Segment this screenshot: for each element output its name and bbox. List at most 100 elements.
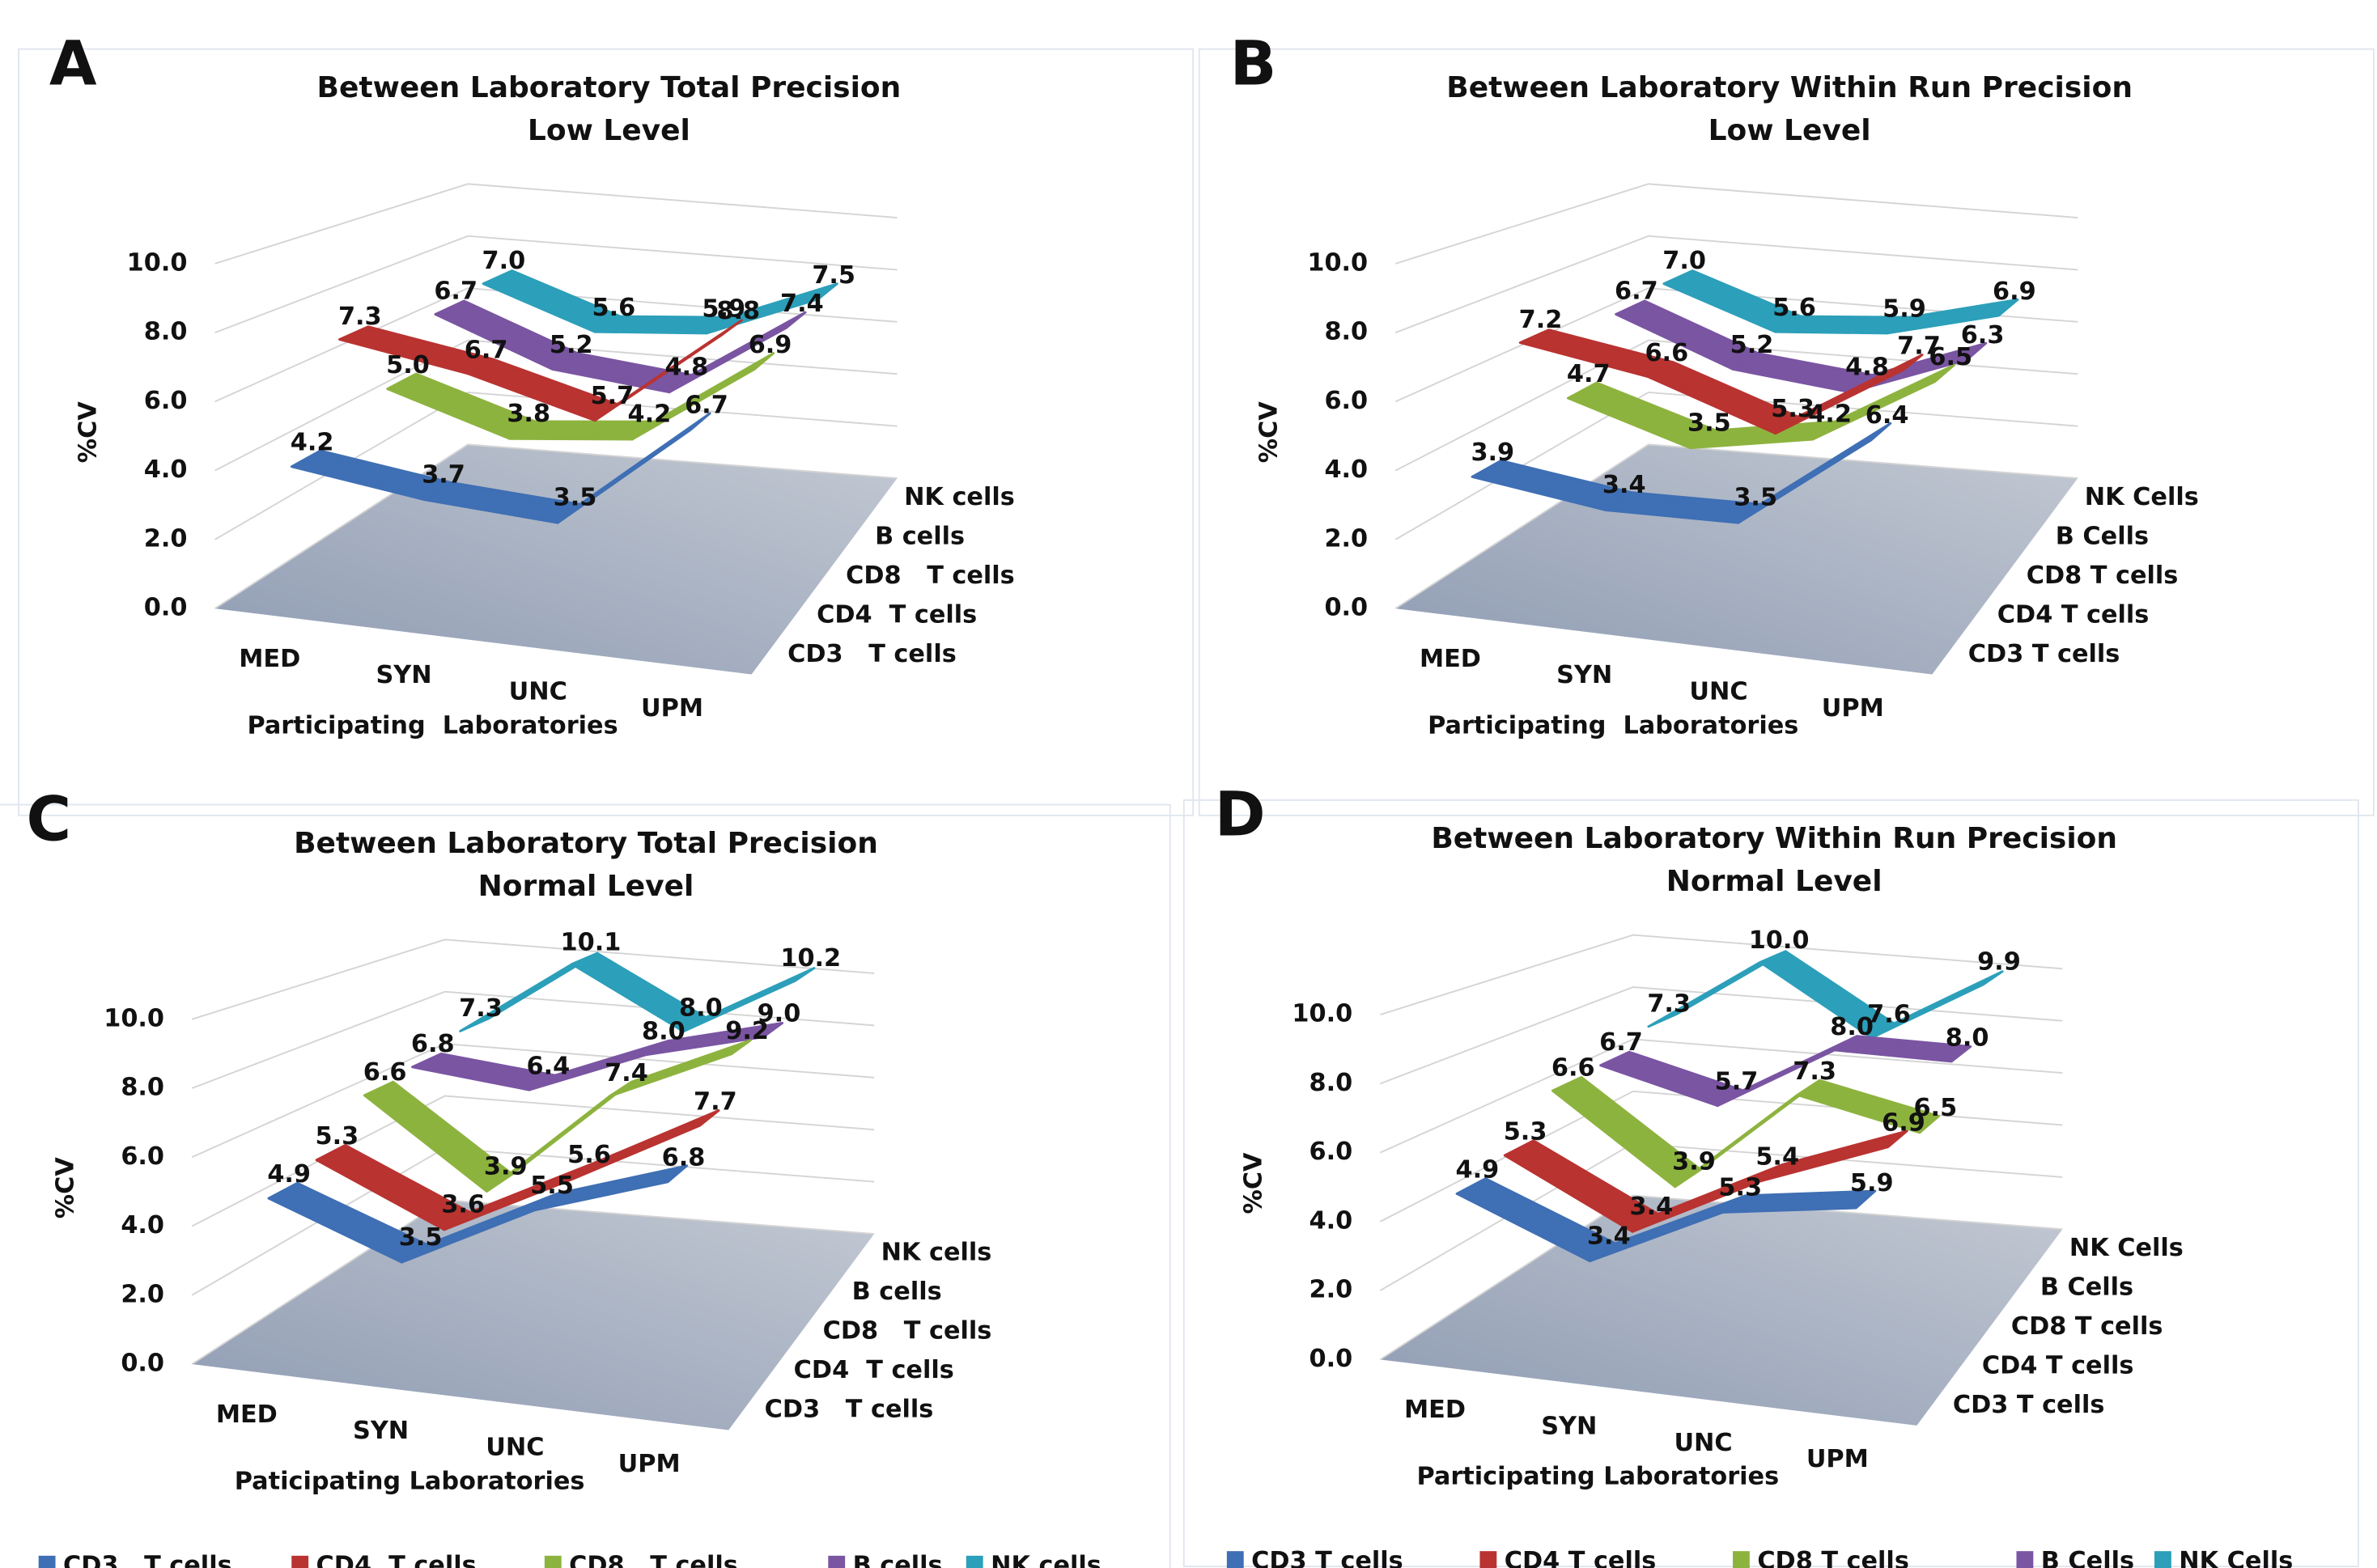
data-label: 3.9 (1471, 439, 1514, 467)
data-label: 3.5 (1687, 409, 1731, 437)
legend-label: CD8 T cells (1757, 1547, 1909, 1568)
data-label: 6.9 (749, 331, 792, 359)
ribbon-segment (1774, 354, 1924, 435)
data-label: 10.1 (561, 928, 622, 956)
y-tick-label: 2.0 (1324, 524, 1368, 553)
data-label: 5.3 (1504, 1117, 1547, 1146)
grid-line (1379, 986, 2063, 1085)
data-label: 5.2 (1730, 331, 1774, 359)
data-label: 4.9 (1456, 1156, 1500, 1184)
x-axis-label: Participating Laboratories (1428, 711, 1798, 740)
x-tick-label: MED (1420, 645, 1481, 673)
data-label: 5.6 (1772, 294, 1816, 322)
legend-label: CD8 T cells (569, 1552, 738, 1568)
ribbon-segment (1759, 1129, 1908, 1183)
floor (214, 444, 898, 675)
y-tick-label: 4.0 (1324, 456, 1368, 484)
grid-line (1379, 1038, 2063, 1154)
ribbon-segment (1737, 422, 1892, 524)
y-tick-label: 0.0 (1309, 1345, 1353, 1373)
ribbon-segment (668, 311, 807, 394)
floor (192, 1200, 875, 1430)
depth-label: CD8 T cells (2011, 1312, 2163, 1341)
data-label: 8.0 (1946, 1023, 1989, 1052)
grid-line (191, 939, 875, 1020)
data-label: 5.7 (591, 382, 635, 410)
data-label: 6.9 (1993, 278, 2036, 306)
data-label: 7.4 (780, 290, 824, 318)
data-label: 7.0 (1662, 247, 1706, 275)
data-label: 5.0 (386, 351, 430, 379)
data-label: 6.6 (1645, 339, 1688, 367)
data-label: 7.0 (482, 247, 526, 275)
data-label: 6.3 (1961, 321, 2005, 350)
grid-line (1394, 392, 2078, 540)
depth-label: CD3 T cells (765, 1396, 934, 1424)
grid-line (1379, 1194, 2063, 1361)
y-tick-label: 4.0 (121, 1211, 164, 1240)
ribbon-segment (1811, 363, 1955, 441)
panel-letter: C (27, 783, 72, 854)
ribbon-segment (1721, 1189, 1877, 1214)
data-label: 6.8 (662, 1143, 706, 1172)
data-label: 7.4 (605, 1059, 648, 1087)
legend-label: NK Cells (2179, 1547, 2293, 1568)
x-axis-label: Participating Laboratories (247, 711, 618, 740)
ribbon-segment (682, 967, 816, 1033)
legend-swatch (2016, 1551, 2034, 1568)
data-label: 6.7 (1599, 1028, 1643, 1057)
grid-line (214, 443, 898, 609)
panel-border (1198, 48, 2375, 816)
ribbon-segment (608, 1039, 752, 1098)
data-label: 4.8 (1845, 354, 1889, 382)
x-tick-label: SYN (376, 661, 431, 689)
panel: B Between Laboratory Within Run Precision… (1198, 28, 2375, 816)
grid-line (1380, 934, 2063, 1016)
data-label: 9.2 (725, 1017, 769, 1045)
data-label: 6.8 (411, 1030, 455, 1058)
x-axis-label: Paticipating Laboratories (235, 1467, 585, 1495)
data-label: 7.3 (1793, 1057, 1836, 1086)
y-axis-label: %CV (74, 401, 103, 464)
panel-border (18, 48, 1195, 816)
legend-swatch (38, 1555, 56, 1568)
y-tick-label: 6.0 (121, 1142, 164, 1171)
ribbon-segment (645, 1022, 784, 1057)
legend-swatch (828, 1555, 846, 1568)
y-tick-label: 10.0 (104, 1004, 164, 1032)
data-label: 6.4 (527, 1053, 571, 1081)
data-label: 5.5 (530, 1172, 574, 1200)
data-label: 5.3 (1771, 395, 1815, 423)
x-tick-label: UNC (1689, 678, 1747, 706)
ribbon-segment (1833, 1035, 1972, 1063)
depth-label: CD8 T cells (823, 1317, 992, 1346)
grid-line (214, 183, 898, 265)
x-tick-label: MED (239, 645, 300, 673)
grid-line (1394, 287, 2078, 403)
data-label: 4.7 (1567, 360, 1611, 388)
grid-line (191, 1043, 875, 1159)
legend-swatch (544, 1555, 562, 1568)
chart-subtitle: Low Level (528, 114, 690, 147)
data-label: 5.2 (550, 331, 593, 359)
legend-swatch (1479, 1551, 1497, 1568)
data-label: 6.7 (1615, 278, 1658, 306)
depth-label: NK cells (881, 1239, 992, 1267)
x-tick-label: UPM (618, 1450, 681, 1478)
grid-line (214, 339, 898, 472)
x-tick-label: UNC (1674, 1429, 1732, 1457)
data-label: 4.2 (628, 400, 672, 429)
panel: A Between Laboratory Total Precision Low L… (18, 28, 1195, 816)
data-label: 4.2 (1808, 400, 1852, 429)
y-tick-label: 10.0 (127, 248, 188, 277)
y-tick-label: 6.0 (1324, 387, 1368, 415)
data-label: 7.6 (1867, 1000, 1911, 1028)
floor (1380, 1195, 2063, 1426)
chart-subtitle: Normal Level (1666, 865, 1882, 898)
data-label: 5.6 (567, 1141, 611, 1169)
y-tick-label: 8.0 (121, 1074, 164, 1102)
depth-label: B cells (875, 522, 965, 550)
chart-subtitle: Low Level (1708, 114, 1871, 147)
grid-line (1394, 235, 2078, 333)
data-label: 7.7 (1897, 333, 1941, 361)
